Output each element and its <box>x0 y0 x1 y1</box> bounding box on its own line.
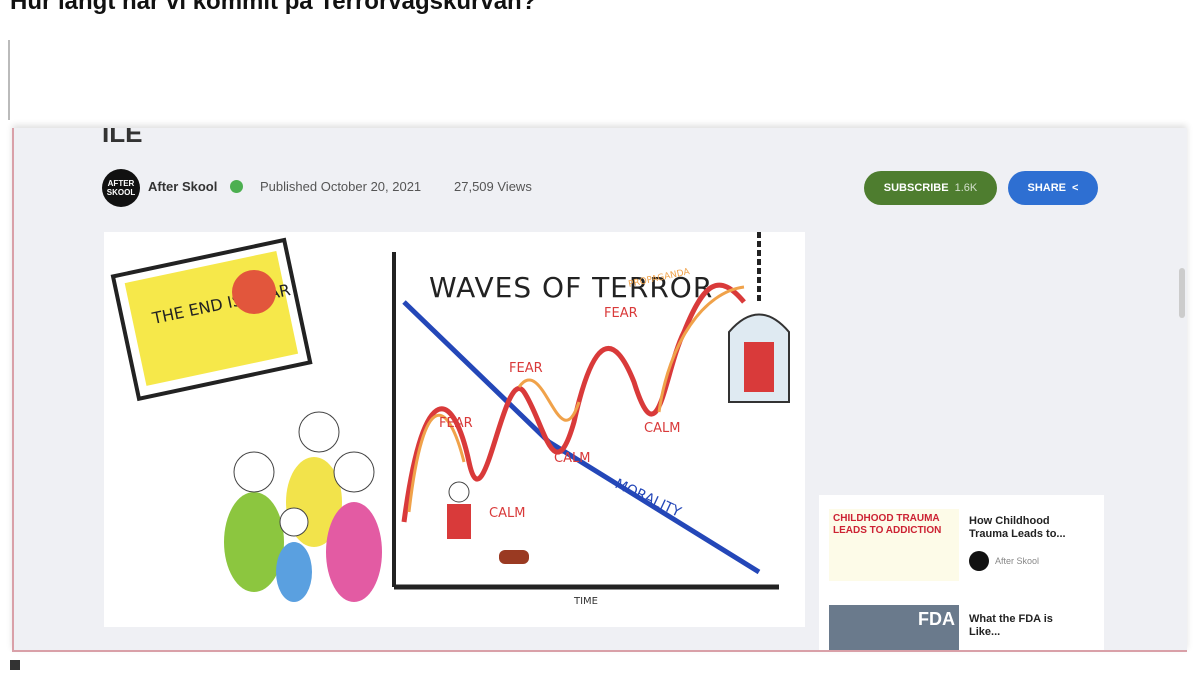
share-button[interactable]: SHARE < <box>1008 171 1098 205</box>
avatar[interactable]: AFTER SKOOL <box>102 169 140 207</box>
left-edge <box>8 40 10 120</box>
subscribe-label: SUBSCRIBE <box>884 182 949 194</box>
related-thumb[interactable]: CHILDHOOD TRAUMA LEADS TO ADDICTION <box>829 509 959 581</box>
related-avatar <box>969 551 989 571</box>
calm-label: CALM <box>489 506 525 521</box>
published-date: Published October 20, 2021 <box>260 179 421 194</box>
channel-name[interactable]: After Skool <box>148 179 217 194</box>
share-label: SHARE <box>1028 182 1067 194</box>
related-channel: After Skool <box>995 556 1039 566</box>
illustration: THE END IS NEAR TIME WAVES OF TERROR FEA… <box>104 232 805 627</box>
subscriber-count: 1.6K <box>955 182 978 194</box>
axis-label: TIME <box>573 596 598 607</box>
page: Hur långt har vi kommit på Terrorvågskur… <box>0 0 1194 677</box>
related-thumb[interactable]: FDA <box>829 605 959 652</box>
related-title[interactable]: What the FDA is Like... <box>969 613 1079 639</box>
related-title[interactable]: How Childhood Trauma Leads to... <box>969 515 1079 541</box>
scrollbar[interactable] <box>1179 268 1185 318</box>
fear-label: FEAR <box>439 416 473 431</box>
post-title: Hur långt har vi kommit på Terrorvågskur… <box>10 0 536 16</box>
related-videos: CHILDHOOD TRAUMA LEADS TO ADDICTION How … <box>819 495 1104 652</box>
calm-label: CALM <box>644 421 680 436</box>
subscribe-button[interactable]: SUBSCRIBE 1.6K <box>864 171 997 205</box>
fear-label: FEAR <box>509 361 543 376</box>
share-icon: < <box>1072 182 1078 194</box>
view-count: 27,509 Views <box>454 179 532 194</box>
calm-label: CALM <box>554 451 590 466</box>
video-title: ILE <box>102 128 142 149</box>
video-page: ILE AFTER SKOOL After Skool Published Oc… <box>12 128 1187 652</box>
fear-label: FEAR <box>604 306 638 321</box>
verified-badge <box>230 180 243 193</box>
taskbar-icon[interactable] <box>10 660 20 670</box>
sign-figure <box>232 270 276 314</box>
